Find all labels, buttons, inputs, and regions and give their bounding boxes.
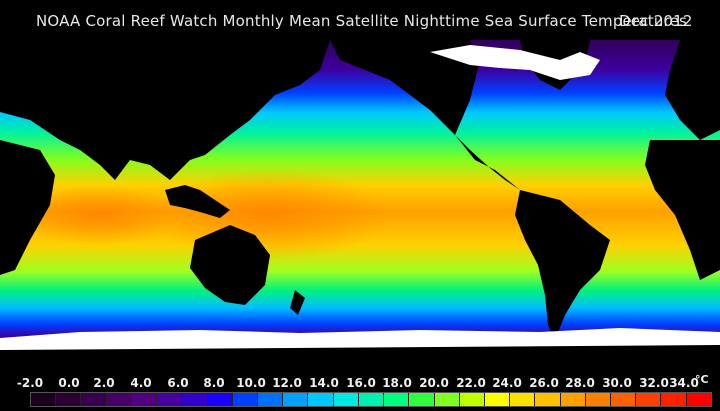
colorbar-label: 18.0 [382, 376, 412, 390]
colorbar-label: 22.0 [456, 376, 486, 390]
colorbar-swatch [585, 393, 612, 406]
colorbar-swatch [434, 393, 460, 406]
colorbar-label: 32.0 [639, 376, 669, 390]
title-date: Dec 2012 [619, 12, 693, 30]
land-australia [190, 225, 270, 305]
colorbar-label: 14.0 [309, 376, 339, 390]
colorbar-swatch [686, 393, 711, 406]
colorbar-swatch [333, 393, 359, 406]
colorbar-label: 30.0 [602, 376, 632, 390]
land-africa-east [0, 140, 55, 275]
colorbar-swatch [131, 393, 158, 406]
colorbar-label: 28.0 [565, 376, 595, 390]
colorbar-swatch [81, 393, 107, 406]
colorbar-label: 24.0 [492, 376, 522, 390]
title-text: NOAA Coral Reef Watch Monthly Mean Satel… [36, 12, 688, 30]
land-maritime-continent [165, 185, 230, 218]
colorbar-swatch [636, 393, 662, 406]
colorbar-swatch [308, 393, 334, 406]
colorbar-swatch [257, 393, 284, 406]
colorbar-label: 8.0 [203, 376, 225, 390]
antarctic-sea-ice [0, 328, 720, 350]
land-north-america [330, 40, 520, 190]
land-south-america [515, 190, 610, 340]
colorbar-label: 0.0 [58, 376, 80, 390]
colorbar-swatches [30, 392, 712, 407]
colorbar-swatch [560, 393, 586, 406]
map-title: NOAA Coral Reef Watch Monthly Mean Satel… [0, 0, 720, 40]
colorbar-label: 20.0 [419, 376, 449, 390]
colorbar-label: 2.0 [93, 376, 115, 390]
colorbar-label: 16.0 [346, 376, 376, 390]
colorbar-swatch [661, 393, 687, 406]
colorbar-swatch [384, 393, 410, 406]
colorbar-label: 26.0 [529, 376, 559, 390]
land-new-zealand [290, 290, 305, 315]
land-africa [645, 140, 720, 280]
colorbar-label: 12.0 [272, 376, 302, 390]
indian-ocean-warm-area [20, 185, 180, 245]
colorbar-swatch [510, 393, 536, 406]
colorbar-label: 6.0 [167, 376, 189, 390]
colorbar-label: -2.0 [16, 376, 44, 390]
colorbar-swatch [409, 393, 435, 406]
sea-surface-temperature-map [0, 40, 720, 370]
sea-ice [0, 45, 720, 350]
colorbar-swatch [358, 393, 385, 406]
temperature-colorbar: -2.0 0.0 2.0 4.0 6.0 8.0 10.0 12.0 14.0 … [0, 372, 720, 411]
colorbar-swatch [106, 393, 132, 406]
colorbar-swatch [207, 393, 233, 406]
land-europe [665, 40, 720, 140]
colorbar-swatch [56, 393, 82, 406]
arctic-sea-ice [430, 45, 600, 80]
colorbar-swatch [283, 393, 309, 406]
colorbar-unit: °C [695, 373, 709, 386]
colorbar-swatch [157, 393, 183, 406]
colorbar-label: 34.0 [669, 376, 699, 390]
colorbar-swatch [31, 393, 57, 406]
colorbar-swatch [182, 393, 208, 406]
colorbar-swatch [459, 393, 485, 406]
indo-pacific-warm-pool [150, 170, 390, 260]
colorbar-swatch [611, 393, 637, 406]
land-eurasia [0, 40, 330, 180]
colorbar-swatch [232, 393, 258, 406]
colorbar-label: 4.0 [130, 376, 152, 390]
colorbar-swatch [484, 393, 511, 406]
colorbar-label: 10.0 [236, 376, 266, 390]
colorbar-swatch [535, 393, 561, 406]
